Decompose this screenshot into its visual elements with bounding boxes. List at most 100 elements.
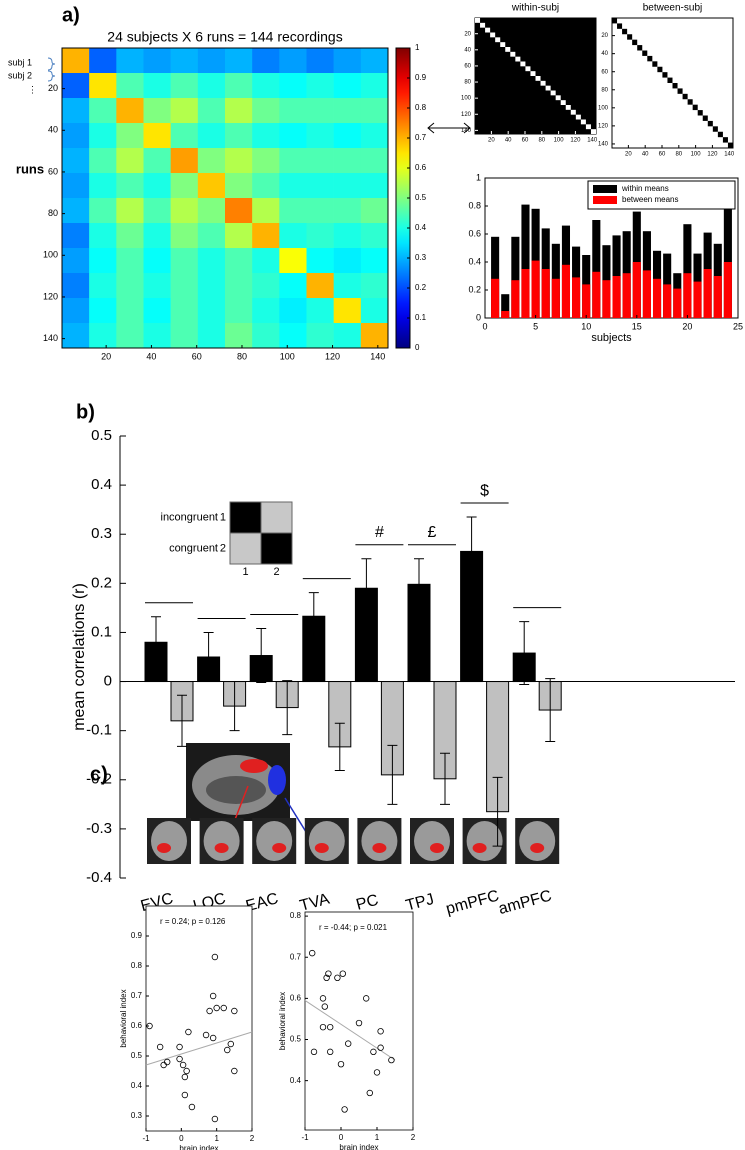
heatmap-cell: [143, 273, 171, 299]
heatmap-cell: [170, 148, 199, 174]
point: [319, 1023, 327, 1031]
point: [377, 1044, 384, 1051]
y-tick-label: 20: [601, 33, 608, 39]
bar: [622, 273, 631, 318]
diagonal-block: [662, 72, 668, 78]
x-tick-label: 40: [146, 351, 156, 361]
diagonal-block: [550, 90, 556, 96]
heatmap-cell: [279, 148, 307, 174]
y-tick-label: -0.3: [86, 820, 112, 837]
point: [188, 1103, 196, 1111]
x-tick-label: pmPFC: [444, 887, 501, 917]
heatmap-cell: [360, 198, 389, 224]
diagonal-block: [692, 104, 698, 111]
inset-cell: [260, 501, 293, 534]
heatmap-cell: [252, 248, 280, 274]
heatmap-cell: [170, 73, 199, 99]
bar: [491, 236, 500, 318]
point: [146, 1022, 153, 1030]
heatmap-cell: [62, 48, 90, 74]
y-tick-label: 40: [601, 51, 608, 57]
heatmap-cell: [306, 198, 334, 224]
heatmap-cell: [360, 298, 389, 324]
heatmap-cell: [143, 48, 171, 74]
inset-col-index: 2: [273, 566, 279, 578]
diagonal-block: [687, 99, 693, 105]
heatmap-cell: [252, 148, 280, 174]
y-tick-label: 0.4: [468, 256, 481, 266]
frame: [304, 911, 414, 1131]
x-tick-label: 120: [570, 138, 581, 144]
heatmap-cell: [225, 173, 253, 199]
bar: [511, 236, 520, 318]
heatmap-cell: [170, 48, 199, 74]
heatmap-cell: [62, 323, 90, 349]
x-axis-label: brain index: [179, 1144, 218, 1150]
bar: [551, 278, 560, 318]
legend-swatch: [593, 196, 617, 204]
x-tick-label: 140: [370, 351, 385, 361]
point: [176, 1043, 183, 1051]
heatmap-cell: [197, 198, 226, 224]
heatmap-cell: [360, 273, 389, 299]
y-tick-label: 0: [104, 673, 112, 690]
heatmap-cell: [170, 223, 199, 249]
y-tick-label: 1: [476, 172, 481, 182]
point: [181, 1073, 189, 1081]
brain-thumbnail: [472, 843, 487, 853]
y-tick-label: 0.8: [131, 961, 143, 970]
point: [156, 1043, 164, 1051]
heatmap-cell: [252, 48, 280, 74]
heatmap-cell: [197, 123, 226, 149]
diagonal-block: [617, 23, 623, 29]
bar: [572, 277, 581, 318]
diagonal-block: [637, 45, 643, 51]
y-tick-label: 80: [464, 80, 471, 86]
heatmap-cell: [116, 73, 144, 99]
x-tick-label: 15: [632, 321, 642, 331]
bar: [713, 276, 722, 318]
colorbar-tick-label: 0.9: [415, 73, 427, 82]
y-tick-label: 120: [461, 112, 472, 118]
error-bar: [308, 592, 319, 641]
heatmap-cell: [116, 273, 144, 299]
point: [319, 995, 327, 1002]
panel-label: c): [90, 763, 108, 785]
y-tick-label: 0.4: [290, 1076, 302, 1085]
inset-row-label: congruent: [169, 542, 218, 554]
heatmap-cell: [89, 148, 117, 174]
y-tick-label: 0.1: [91, 623, 112, 640]
y-tick-label: 100: [598, 105, 609, 111]
heatmap-cell: [197, 248, 226, 274]
error-bar: [256, 628, 267, 684]
brace: [47, 57, 56, 82]
heatmap-cell: [116, 198, 144, 224]
x-tick-label: 0: [179, 1134, 184, 1143]
heatmap-cell: [306, 73, 334, 99]
heatmap-cell: [225, 273, 253, 299]
y-tick-label: 0.7: [131, 991, 143, 1000]
diagonal-block: [575, 114, 581, 120]
heatmap-cell: [333, 298, 362, 324]
heatmap-cell: [89, 123, 117, 149]
x-tick-label: TVA: [298, 891, 332, 915]
annotation: subj 1: [8, 57, 32, 67]
heatmap-cell: [143, 148, 171, 174]
diagonal-block: [530, 71, 536, 76]
diagonal-block: [697, 110, 703, 116]
brain-thumbnail: [361, 821, 398, 861]
heatmap-cell: [279, 223, 307, 249]
heatmap-cell: [333, 173, 362, 199]
heatmap-cell: [89, 173, 117, 199]
y-axis-label: runs: [16, 161, 44, 176]
y-tick-label: 20: [464, 31, 471, 37]
significance-marker: $: [480, 482, 489, 499]
colorbar-tick-label: 0.2: [415, 283, 427, 292]
y-tick-label: -0.4: [86, 869, 112, 886]
heatmap-cell: [170, 98, 199, 124]
legend-swatch: [593, 185, 617, 193]
y-axis-label: mean correlations (r): [71, 583, 88, 731]
diagonal-block: [560, 100, 566, 105]
x-tick-label: 60: [192, 351, 202, 361]
heatmap-cell: [143, 98, 171, 124]
